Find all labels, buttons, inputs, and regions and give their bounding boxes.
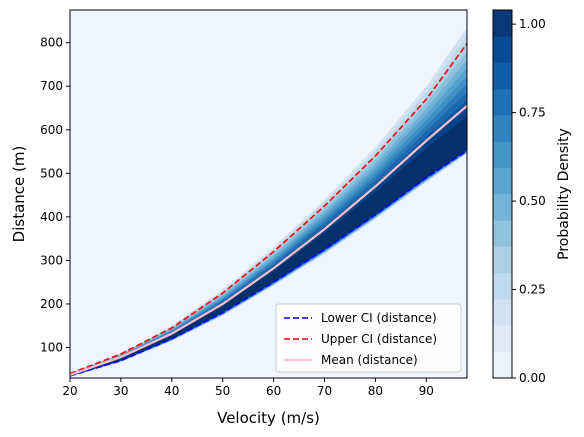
colorbar-level xyxy=(493,167,512,195)
colorbar-level xyxy=(493,325,512,353)
series-line-1 xyxy=(70,150,467,377)
colorbar-tick-label: 0.25 xyxy=(519,283,546,297)
x-tick-label: 50 xyxy=(215,384,230,398)
x-tick-label: 90 xyxy=(419,384,434,398)
colorbar-level xyxy=(493,194,512,221)
colorbar-level xyxy=(493,88,512,116)
legend-label: Upper CI (distance) xyxy=(321,332,437,346)
colorbar-level xyxy=(493,220,512,247)
legend-label: Lower CI (distance) xyxy=(321,311,437,325)
x-tick-label: 40 xyxy=(164,384,179,398)
series-lines xyxy=(70,43,467,377)
colorbar-level xyxy=(493,115,512,142)
legend-label: Mean (distance) xyxy=(321,353,418,367)
plot-frame xyxy=(69,9,468,379)
legend-box xyxy=(275,303,462,373)
legend: Lower CI (distance) Upper CI (distance) Me… xyxy=(275,303,462,373)
y-tick-label: 200 xyxy=(40,297,63,311)
x-axis-ticks: 20 30 40 50 60 70 80 90 xyxy=(62,378,434,398)
colorbar-level xyxy=(493,36,512,63)
x-tick-label: 30 xyxy=(113,384,128,398)
colorbar-tick-label: 0.00 xyxy=(519,371,546,385)
x-tick-label: 80 xyxy=(368,384,383,398)
x-tick-label: 60 xyxy=(266,384,281,398)
colorbar-level xyxy=(493,10,512,37)
colorbar: 0.00 0.25 0.50 0.75 1.00 Probability Density xyxy=(492,9,572,385)
colorbar-frame xyxy=(492,9,513,379)
series-line-2 xyxy=(70,43,467,375)
colorbar-level xyxy=(493,141,512,169)
x-tick-label: 70 xyxy=(317,384,332,398)
x-tick-label: 20 xyxy=(62,384,77,398)
y-axis-label: Distance (m) xyxy=(10,146,28,243)
x-axis-label: Velocity (m/s) xyxy=(217,409,320,427)
y-tick-label: 700 xyxy=(40,79,63,93)
series-line-3 xyxy=(70,104,467,377)
y-tick-label: 800 xyxy=(40,36,63,50)
colorbar-tick-label: 0.75 xyxy=(519,106,546,120)
colorbar-tick-label: 0.50 xyxy=(519,194,546,208)
colorbar-level xyxy=(493,62,512,90)
y-tick-label: 500 xyxy=(40,166,63,180)
colorbar-tick-label: 1.00 xyxy=(519,17,546,31)
y-tick-label: 300 xyxy=(40,253,63,267)
y-tick-label: 400 xyxy=(40,210,63,224)
y-tick-label: 100 xyxy=(40,341,63,355)
y-tick-label: 600 xyxy=(40,123,63,137)
colorbar-level xyxy=(493,299,512,326)
colorbar-level xyxy=(493,351,512,379)
colorbar-level xyxy=(493,246,512,274)
colorbar-label: Probability Density xyxy=(556,128,572,260)
y-axis-ticks: 100 200 300 400 500 600 700 800 xyxy=(40,36,70,355)
colorbar-level xyxy=(493,272,512,300)
